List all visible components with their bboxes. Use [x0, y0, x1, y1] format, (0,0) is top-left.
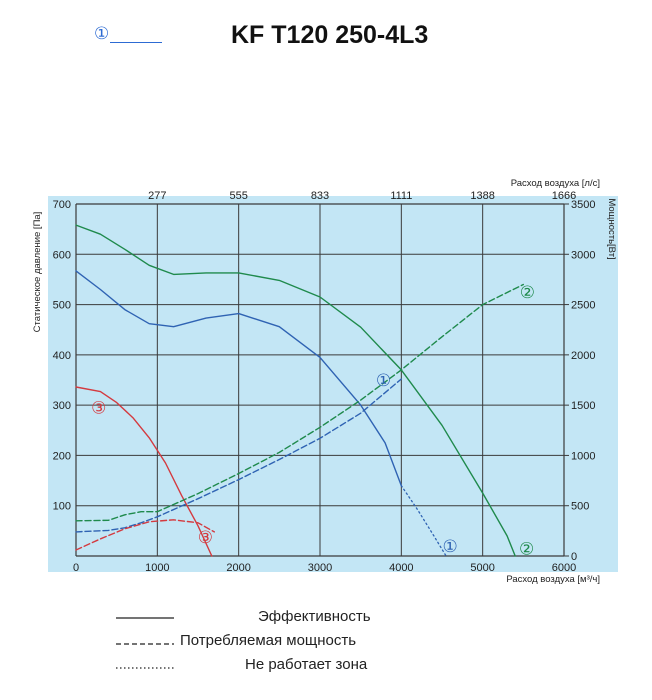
y-right-axis-title: Мощность[Вт] — [606, 198, 617, 259]
series-marker-green: ② — [520, 283, 535, 302]
x-tick-label: 4000 — [389, 562, 413, 574]
y-right-tick-label: 1500 — [571, 400, 595, 412]
y-tick-label: 700 — [53, 199, 71, 211]
y-tick-label: 300 — [53, 400, 71, 412]
chart-title: KF T120 250-4L3 — [231, 21, 429, 49]
legend-item-solid: Эффективность — [0, 606, 652, 628]
y-right-tick-label: 3000 — [571, 249, 595, 261]
series-power-red-dashed-line — [75, 519, 215, 551]
y-tick-label: 400 — [53, 350, 71, 362]
y-right-tick-label: 2000 — [571, 350, 595, 362]
x-top-tick-label: 833 — [311, 190, 329, 202]
x-tick-label: 2000 — [226, 562, 250, 574]
series-marker-blue: ① — [376, 371, 391, 390]
legend-label-solid: Эффективность — [258, 608, 371, 625]
x-tick-label: 3000 — [308, 562, 332, 574]
series-power-blue-dashed-line — [75, 378, 402, 533]
legend-solid-line-icon — [116, 617, 174, 619]
y-right-tick-label: 500 — [571, 501, 589, 513]
legend-label-dashed: Потребляемая мощность — [180, 632, 357, 649]
x-axis-title: Расход воздуха [м³/ч] — [506, 574, 600, 585]
legend-label-dotted: Не работает зона — [245, 656, 368, 673]
series-marker-green: ② — [519, 539, 534, 558]
y-tick-label: 500 — [53, 300, 71, 312]
header-marker-line — [110, 42, 162, 43]
fan-performance-chart: 100 200 300 400 500 600 700 0 500 1000 1500 2000 250… — [32, 178, 618, 585]
series-pressure-red-solid-line — [75, 386, 213, 557]
series-marker-red: ③ — [198, 528, 213, 547]
x-tick-label: 6000 — [552, 562, 576, 574]
legend-item-dotted: Не работает зона — [0, 654, 652, 676]
header-series-marker: ① — [94, 24, 110, 43]
x-top-tick-label: 1666 — [552, 190, 576, 202]
x-top-tick-label: 1111 — [390, 190, 412, 202]
series-pressure-blue-solid-line — [75, 270, 402, 487]
x-top-axis-title: Расход воздуха [л/с] — [511, 178, 600, 189]
series-marker-blue: ① — [443, 537, 458, 556]
x-top-tick-label: 277 — [148, 190, 166, 202]
series-pressure-green-solid-line — [75, 224, 516, 557]
series-marker-red: ③ — [91, 399, 106, 418]
x-tick-label: 1000 — [145, 562, 169, 574]
x-tick-label: 0 — [73, 562, 79, 574]
x-top-tick-label: 1388 — [470, 190, 494, 202]
series-power-green-dashed-line — [75, 283, 524, 522]
legend-item-dashed: Потребляемая мощность — [0, 630, 652, 652]
y-tick-label: 100 — [53, 501, 71, 513]
x-tick-label: 5000 — [470, 562, 494, 574]
y-right-tick-label: 3500 — [571, 199, 595, 211]
x-top-tick-label: 555 — [229, 190, 247, 202]
chart-header: ① KF T120 250-4L3 — [0, 0, 652, 80]
y-right-tick-label: 0 — [571, 551, 577, 563]
legend-dashed-line-icon — [116, 643, 174, 645]
y-right-tick-label: 2500 — [571, 300, 595, 312]
series-pressure-blue-dotted-line — [400, 484, 447, 557]
y-right-tick-label: 1000 — [571, 450, 595, 462]
plot-background — [48, 196, 618, 572]
y-tick-label: 200 — [53, 450, 71, 462]
y-axis-title: Статическое давление [Па] — [32, 212, 43, 333]
legend-dotted-line-icon — [116, 667, 174, 669]
y-tick-label: 600 — [53, 249, 71, 261]
